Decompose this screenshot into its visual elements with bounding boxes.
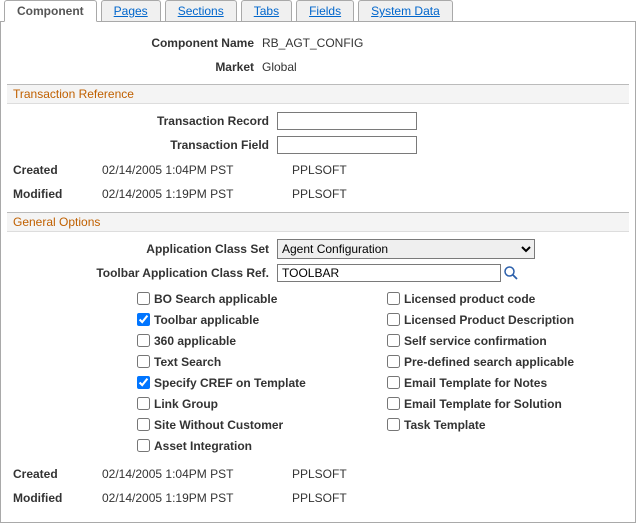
checkbox-row: Site Without Customer <box>137 414 387 435</box>
checkbox-label: Site Without Customer <box>154 418 283 432</box>
checkbox-label: 360 applicable <box>154 334 236 348</box>
checkbox-label: Licensed product code <box>404 292 535 306</box>
go-created-user: PPLSOFT <box>292 467 347 481</box>
checkbox-label: Asset Integration <box>154 439 252 453</box>
checkbox-row: Licensed product code <box>387 288 574 309</box>
checkbox-label: Text Search <box>154 355 221 369</box>
go-modified-user: PPLSOFT <box>292 491 347 505</box>
checkbox-toolbar-applicable[interactable] <box>137 313 150 326</box>
checkbox-row: Pre-defined search applicable <box>387 351 574 372</box>
checkbox-link-group[interactable] <box>137 397 150 410</box>
checkbox-row: Asset Integration <box>137 435 387 456</box>
toolbar-ref-label: Toolbar Application Class Ref. <box>7 266 277 280</box>
checkbox-label: Task Template <box>404 418 486 432</box>
checkbox-bo-search-applicable[interactable] <box>137 292 150 305</box>
tab-fields[interactable]: Fields <box>296 0 354 21</box>
checkbox-label: Pre-defined search applicable <box>404 355 574 369</box>
checkbox-label: Specify CREF on Template <box>154 376 306 390</box>
go-created-label: Created <box>7 467 102 481</box>
checkbox-row: BO Search applicable <box>137 288 387 309</box>
market-value: Global <box>262 60 297 74</box>
checkbox-row: Toolbar applicable <box>137 309 387 330</box>
checkbox-360-applicable[interactable] <box>137 334 150 347</box>
tab-tabs[interactable]: Tabs <box>241 0 292 21</box>
lookup-icon[interactable] <box>503 265 519 281</box>
market-label: Market <box>7 60 262 74</box>
component-name-label: Component Name <box>7 36 262 50</box>
checkbox-label: Email Template for Solution <box>404 397 562 411</box>
go-modified-label: Modified <box>7 491 102 505</box>
checkbox-email-template-for-solution[interactable] <box>387 397 400 410</box>
checkbox-column-left: BO Search applicable Toolbar applicable 36… <box>137 288 387 456</box>
checkbox-row: Self service confirmation <box>387 330 574 351</box>
checkbox-row: Email Template for Notes <box>387 372 574 393</box>
checkbox-row: Email Template for Solution <box>387 393 574 414</box>
checkbox-licensed-product-description[interactable] <box>387 313 400 326</box>
checkbox-label: Toolbar applicable <box>154 313 259 327</box>
checkbox-label: Link Group <box>154 397 218 411</box>
tr-modified-user: PPLSOFT <box>292 187 347 201</box>
tr-created-user: PPLSOFT <box>292 163 347 177</box>
go-created-dt: 02/14/2005 1:04PM PST <box>102 467 292 481</box>
tab-sections[interactable]: Sections <box>165 0 237 21</box>
general-options-header: General Options <box>7 212 629 232</box>
tab-system-data[interactable]: System Data <box>358 0 453 21</box>
checkbox-label: Licensed Product Description <box>404 313 574 327</box>
tr-created-label: Created <box>7 163 102 177</box>
tr-modified-dt: 02/14/2005 1:19PM PST <box>102 187 292 201</box>
tab-component[interactable]: Component <box>4 0 97 22</box>
transaction-field-input[interactable] <box>277 136 417 154</box>
checkbox-site-without-customer[interactable] <box>137 418 150 431</box>
transaction-record-input[interactable] <box>277 112 417 130</box>
checkbox-row: Task Template <box>387 414 574 435</box>
checkbox-specify-cref-on-template[interactable] <box>137 376 150 389</box>
app-class-set-label: Application Class Set <box>7 242 277 256</box>
checkbox-row: Specify CREF on Template <box>137 372 387 393</box>
checkbox-row: Licensed Product Description <box>387 309 574 330</box>
tr-created-dt: 02/14/2005 1:04PM PST <box>102 163 292 177</box>
tab-strip: ComponentPagesSectionsTabsFieldsSystem D… <box>0 0 636 22</box>
transaction-field-label: Transaction Field <box>7 138 277 152</box>
toolbar-ref-input[interactable] <box>277 264 501 282</box>
content-panel: Component Name RB_AGT_CONFIG Market Glob… <box>0 22 636 523</box>
checkbox-task-template[interactable] <box>387 418 400 431</box>
checkbox-row: Link Group <box>137 393 387 414</box>
checkbox-row: Text Search <box>137 351 387 372</box>
checkbox-email-template-for-notes[interactable] <box>387 376 400 389</box>
transaction-record-label: Transaction Record <box>7 114 277 128</box>
checkbox-self-service-confirmation[interactable] <box>387 334 400 347</box>
tr-modified-label: Modified <box>7 187 102 201</box>
app-class-set-select[interactable]: Agent Configuration <box>277 239 535 259</box>
checkbox-licensed-product-code[interactable] <box>387 292 400 305</box>
tab-pages[interactable]: Pages <box>101 0 161 21</box>
checkbox-column-right: Licensed product code Licensed Product De… <box>387 288 574 456</box>
checkbox-text-search[interactable] <box>137 355 150 368</box>
go-modified-dt: 02/14/2005 1:19PM PST <box>102 491 292 505</box>
checkbox-pre-defined-search-applicable[interactable] <box>387 355 400 368</box>
checkbox-row: 360 applicable <box>137 330 387 351</box>
checkbox-label: Email Template for Notes <box>404 376 547 390</box>
component-name-value: RB_AGT_CONFIG <box>262 36 363 50</box>
transaction-reference-header: Transaction Reference <box>7 84 629 104</box>
checkbox-label: Self service confirmation <box>404 334 547 348</box>
checkbox-label: BO Search applicable <box>154 292 277 306</box>
checkbox-asset-integration[interactable] <box>137 439 150 452</box>
